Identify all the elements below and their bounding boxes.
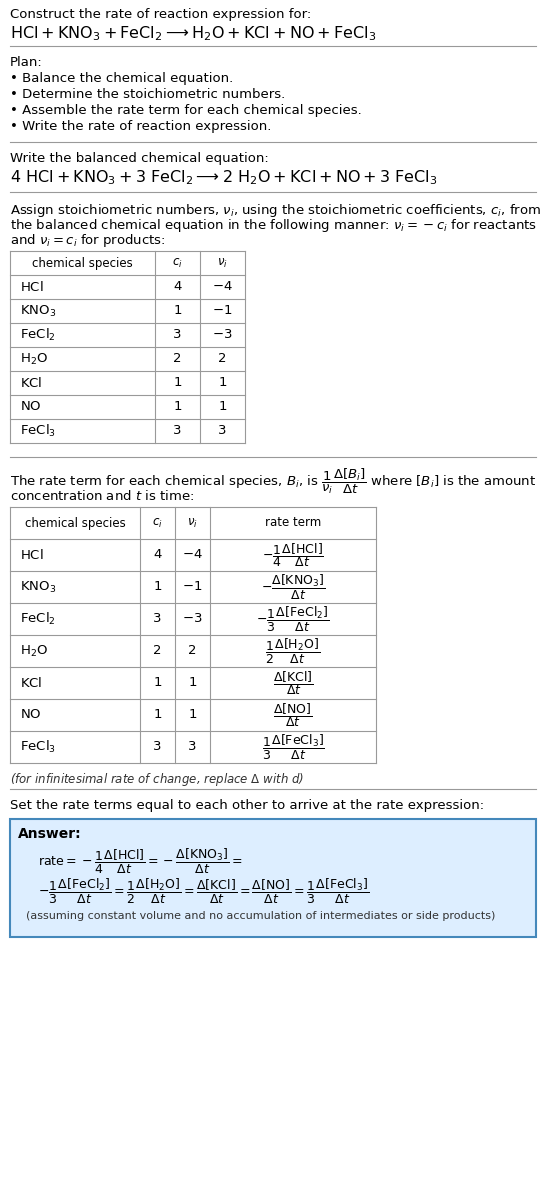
Text: $\mathrm{H_2O}$: $\mathrm{H_2O}$ — [20, 352, 48, 366]
Text: • Balance the chemical equation.: • Balance the chemical equation. — [10, 72, 233, 85]
Text: Plan:: Plan: — [10, 57, 43, 69]
Text: $\mathrm{KNO_3}$: $\mathrm{KNO_3}$ — [20, 579, 56, 595]
Text: 1: 1 — [173, 401, 182, 413]
FancyBboxPatch shape — [10, 819, 536, 937]
Text: 3: 3 — [173, 329, 182, 342]
Text: $\mathrm{KCl}$: $\mathrm{KCl}$ — [20, 675, 43, 690]
Text: 2: 2 — [173, 353, 182, 366]
Text: $-4$: $-4$ — [182, 549, 203, 561]
Text: Construct the rate of reaction expression for:: Construct the rate of reaction expressio… — [10, 8, 311, 20]
Text: $-\dfrac{1}{3}\dfrac{\Delta[\mathrm{FeCl_2}]}{\Delta t}$: $-\dfrac{1}{3}\dfrac{\Delta[\mathrm{FeCl… — [256, 604, 330, 633]
Text: 3: 3 — [173, 425, 182, 437]
Text: 4: 4 — [153, 549, 162, 561]
Text: $-4$: $-4$ — [212, 281, 233, 294]
Text: $-1$: $-1$ — [212, 305, 233, 318]
Text: $\mathrm{FeCl_2}$: $\mathrm{FeCl_2}$ — [20, 327, 56, 343]
Text: $\mathrm{NO}$: $\mathrm{NO}$ — [20, 401, 41, 413]
Text: $\nu_i$: $\nu_i$ — [187, 517, 198, 530]
Text: $-3$: $-3$ — [212, 329, 233, 342]
Text: $\mathrm{HCl}$: $\mathrm{HCl}$ — [20, 281, 44, 294]
Text: $-3$: $-3$ — [182, 613, 203, 626]
Text: • Assemble the rate term for each chemical species.: • Assemble the rate term for each chemic… — [10, 104, 362, 117]
Text: $\mathrm{H_2O}$: $\mathrm{H_2O}$ — [20, 643, 48, 659]
Text: (for infinitesimal rate of change, replace $\Delta$ with $d$): (for infinitesimal rate of change, repla… — [10, 771, 304, 787]
Text: 3: 3 — [188, 740, 197, 754]
Text: $\dfrac{\Delta[\mathrm{KCl}]}{\Delta t}$: $\dfrac{\Delta[\mathrm{KCl}]}{\Delta t}$ — [272, 669, 313, 697]
Text: $-\dfrac{1}{3}\dfrac{\Delta[\mathrm{FeCl_2}]}{\Delta t} = \dfrac{1}{2}\dfrac{\De: $-\dfrac{1}{3}\dfrac{\Delta[\mathrm{FeCl… — [38, 877, 369, 905]
Text: $\mathrm{KCl}$: $\mathrm{KCl}$ — [20, 376, 43, 390]
Text: • Determine the stoichiometric numbers.: • Determine the stoichiometric numbers. — [10, 88, 285, 101]
Text: $\mathrm{4\ HCl + KNO_3 + 3\ FeCl_2 \longrightarrow 2\ H_2O + KCl + NO + 3\ FeCl: $\mathrm{4\ HCl + KNO_3 + 3\ FeCl_2 \lon… — [10, 169, 438, 187]
Text: $c_i$: $c_i$ — [152, 517, 163, 530]
Text: 3: 3 — [153, 740, 162, 754]
Text: rate term: rate term — [265, 517, 321, 530]
Text: $\dfrac{1}{3}\dfrac{\Delta[\mathrm{FeCl_3}]}{\Delta t}$: $\dfrac{1}{3}\dfrac{\Delta[\mathrm{FeCl_… — [262, 732, 324, 761]
Text: 1: 1 — [153, 708, 162, 721]
Text: 1: 1 — [153, 580, 162, 594]
Text: Set the rate terms equal to each other to arrive at the rate expression:: Set the rate terms equal to each other t… — [10, 799, 484, 811]
Text: • Write the rate of reaction expression.: • Write the rate of reaction expression. — [10, 120, 271, 132]
Text: $-1$: $-1$ — [182, 580, 203, 594]
Text: 3: 3 — [218, 425, 227, 437]
Text: 2: 2 — [153, 644, 162, 657]
Text: chemical species: chemical species — [32, 256, 133, 270]
Text: 1: 1 — [188, 708, 197, 721]
Text: 1: 1 — [218, 377, 227, 390]
Text: Write the balanced chemical equation:: Write the balanced chemical equation: — [10, 152, 269, 165]
Text: chemical species: chemical species — [25, 517, 126, 530]
Text: $c_i$: $c_i$ — [172, 256, 183, 270]
Text: $\mathrm{rate} = -\dfrac{1}{4}\dfrac{\Delta[\mathrm{HCl}]}{\Delta t} = -\dfrac{\: $\mathrm{rate} = -\dfrac{1}{4}\dfrac{\De… — [38, 846, 243, 877]
Text: (assuming constant volume and no accumulation of intermediates or side products): (assuming constant volume and no accumul… — [26, 911, 495, 921]
Text: $\mathrm{KNO_3}$: $\mathrm{KNO_3}$ — [20, 303, 56, 319]
Text: The rate term for each chemical species, $B_i$, is $\dfrac{1}{\nu_i}\dfrac{\Delt: The rate term for each chemical species,… — [10, 467, 536, 496]
Text: 3: 3 — [153, 613, 162, 626]
Text: Answer:: Answer: — [18, 827, 81, 842]
Text: 1: 1 — [153, 677, 162, 690]
Text: 4: 4 — [173, 281, 182, 294]
Text: $\dfrac{\Delta[\mathrm{NO}]}{\Delta t}$: $\dfrac{\Delta[\mathrm{NO}]}{\Delta t}$ — [273, 701, 313, 728]
Text: $\mathrm{NO}$: $\mathrm{NO}$ — [20, 708, 41, 721]
Text: $\mathrm{HCl + KNO_3 + FeCl_2 \longrightarrow H_2O + KCl + NO + FeCl_3}$: $\mathrm{HCl + KNO_3 + FeCl_2 \longright… — [10, 24, 376, 42]
Text: $\mathrm{FeCl_3}$: $\mathrm{FeCl_3}$ — [20, 423, 56, 439]
Text: $\mathrm{FeCl_2}$: $\mathrm{FeCl_2}$ — [20, 610, 56, 627]
Text: 1: 1 — [173, 377, 182, 390]
Text: 2: 2 — [218, 353, 227, 366]
Text: $\dfrac{1}{2}\dfrac{\Delta[\mathrm{H_2O}]}{\Delta t}$: $\dfrac{1}{2}\dfrac{\Delta[\mathrm{H_2O}… — [265, 637, 321, 666]
Text: 2: 2 — [188, 644, 197, 657]
Text: 1: 1 — [173, 305, 182, 318]
Text: the balanced chemical equation in the following manner: $\nu_i = -c_i$ for react: the balanced chemical equation in the fo… — [10, 217, 537, 234]
Text: $\mathrm{FeCl_3}$: $\mathrm{FeCl_3}$ — [20, 739, 56, 755]
Text: $\nu_i$: $\nu_i$ — [217, 256, 228, 270]
Text: $-\dfrac{1}{4}\dfrac{\Delta[\mathrm{HCl}]}{\Delta t}$: $-\dfrac{1}{4}\dfrac{\Delta[\mathrm{HCl}… — [262, 541, 324, 569]
Text: Assign stoichiometric numbers, $\nu_i$, using the stoichiometric coefficients, $: Assign stoichiometric numbers, $\nu_i$, … — [10, 202, 541, 219]
Text: $\mathrm{HCl}$: $\mathrm{HCl}$ — [20, 548, 44, 562]
Text: 1: 1 — [218, 401, 227, 413]
Text: $-\dfrac{\Delta[\mathrm{KNO_3}]}{\Delta t}$: $-\dfrac{\Delta[\mathrm{KNO_3}]}{\Delta … — [261, 572, 325, 602]
Text: and $\nu_i = c_i$ for products:: and $\nu_i = c_i$ for products: — [10, 232, 165, 249]
Text: concentration and $t$ is time:: concentration and $t$ is time: — [10, 489, 194, 503]
Text: 1: 1 — [188, 677, 197, 690]
